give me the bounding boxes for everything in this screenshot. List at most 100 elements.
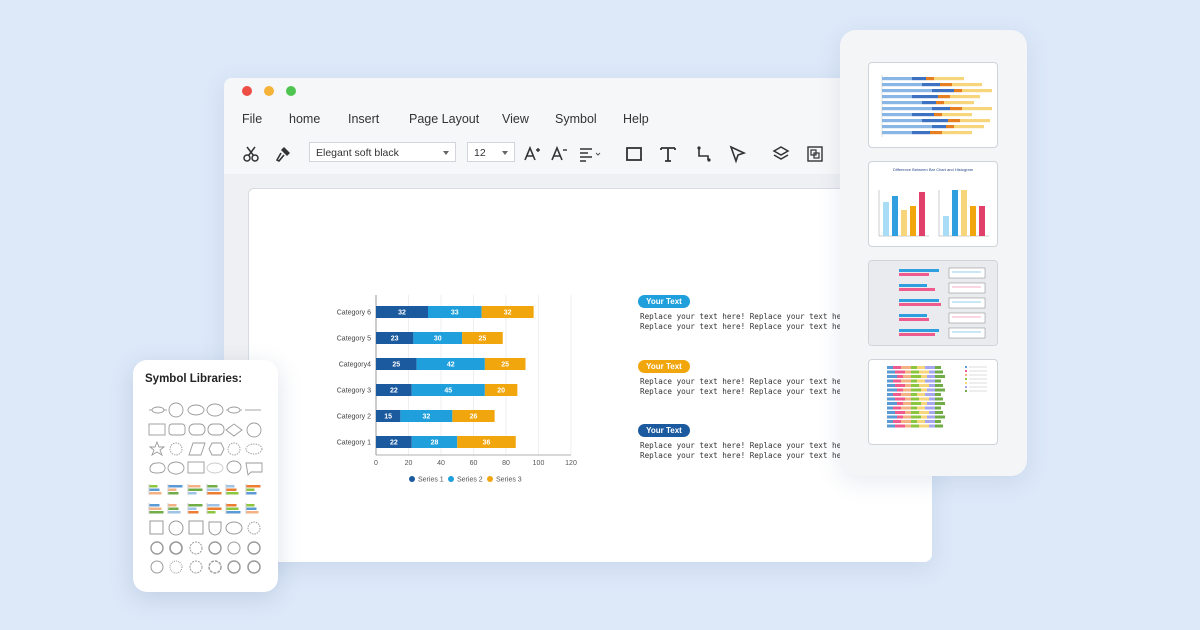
shape-symbol[interactable] [169, 541, 183, 555]
shape-symbol[interactable] [247, 560, 261, 574]
layers-icon[interactable] [771, 144, 791, 164]
template-stacked-bar[interactable] [868, 62, 998, 148]
shape-symbol[interactable] [245, 462, 263, 476]
text-block-line[interactable]: Replace your text here! Replace your tex… [640, 387, 855, 396]
format-painter-icon[interactable] [273, 144, 293, 164]
decrease-font-icon[interactable] [549, 144, 569, 164]
menu-home[interactable]: home [289, 112, 321, 126]
bar-segment[interactable] [428, 306, 482, 318]
template-multi-stacked-bar[interactable] [868, 359, 998, 445]
bar-segment[interactable] [452, 410, 495, 422]
shape-symbol[interactable] [169, 442, 183, 456]
shape-symbol[interactable] [226, 406, 242, 414]
bar-segment[interactable] [376, 410, 401, 422]
bar-segment[interactable] [462, 332, 503, 344]
shape-symbol[interactable] [226, 460, 242, 474]
shape-symbol[interactable] [246, 422, 262, 438]
align-icon[interactable] [577, 144, 603, 164]
chart-symbol-set[interactable] [148, 484, 261, 514]
shape-symbol[interactable] [150, 560, 164, 574]
template-bar-vs-histogram[interactable]: Difference Between Bar Chart and Histogr… [868, 161, 998, 247]
shape-symbol[interactable] [169, 560, 183, 574]
shape-symbol[interactable] [149, 462, 166, 474]
shape-symbol[interactable] [168, 423, 186, 436]
rectangle-icon[interactable] [624, 144, 644, 164]
font-family-select[interactable]: Elegant soft black [309, 142, 456, 162]
shape-symbol[interactable] [189, 541, 203, 555]
bar-segment[interactable] [484, 384, 518, 396]
shape-symbol[interactable] [150, 541, 164, 555]
menu-view[interactable]: View [502, 112, 529, 126]
shape-symbol[interactable] [167, 461, 185, 475]
shape-symbol[interactable] [208, 442, 225, 456]
text-block-line[interactable]: Replace your text here! Replace your tex… [640, 451, 855, 460]
shape-symbol[interactable] [168, 402, 184, 418]
shape-symbol[interactable] [206, 403, 224, 417]
shape-symbol[interactable] [189, 560, 203, 574]
menu-page-layout[interactable]: Page Layout [409, 112, 480, 126]
bar-segment[interactable] [481, 306, 534, 318]
text-icon[interactable] [658, 144, 678, 164]
shape-symbol[interactable] [149, 406, 167, 414]
symbol-grid[interactable] [133, 360, 278, 592]
bar-segment[interactable] [376, 436, 412, 448]
diagram-page[interactable]: 0 20 40 60 80 100 120 Category 1 22 28 36 Category … [248, 188, 932, 562]
close-window-button[interactable] [242, 86, 252, 96]
bar-segment[interactable] [457, 436, 516, 448]
group-icon[interactable] [805, 144, 825, 164]
cut-icon[interactable] [241, 144, 261, 164]
shape-symbol[interactable] [188, 520, 204, 535]
shape-symbol[interactable] [227, 541, 241, 555]
bar-segment[interactable] [400, 410, 453, 422]
shape-symbol[interactable] [148, 440, 166, 457]
shape-symbol[interactable] [208, 541, 222, 555]
text-block-line[interactable]: Replace your text here! Replace your tex… [640, 441, 855, 450]
shape-symbol[interactable] [207, 423, 225, 436]
maximize-window-button[interactable] [286, 86, 296, 96]
shape-symbol[interactable] [188, 423, 206, 436]
shape-symbol[interactable] [208, 560, 222, 574]
text-block-line[interactable]: Replace your text here! Replace your tex… [640, 322, 855, 331]
text-block-line[interactable]: Replace your text here! Replace your tex… [640, 312, 855, 321]
shape-symbol[interactable] [227, 560, 241, 574]
shape-symbol[interactable] [225, 521, 243, 535]
shape-symbol[interactable] [168, 520, 184, 536]
minimize-window-button[interactable] [264, 86, 274, 96]
increase-font-icon[interactable] [522, 144, 542, 164]
stacked-bar-chart[interactable]: 0 20 40 60 80 100 120 Category 1 22 28 36 Category … [249, 189, 649, 509]
shape-symbol[interactable] [187, 404, 205, 416]
menu-insert[interactable]: Insert [348, 112, 380, 126]
shape-symbol[interactable] [188, 442, 206, 456]
shape-symbol[interactable] [208, 521, 222, 536]
shape-symbol[interactable] [227, 442, 241, 456]
connector-icon[interactable] [694, 144, 714, 164]
menu-file[interactable]: File [242, 112, 263, 126]
bar-segment[interactable] [484, 358, 526, 370]
text-block-label[interactable]: Your Text [638, 295, 690, 308]
shape-symbol[interactable] [206, 462, 224, 474]
shape-symbol[interactable] [245, 443, 263, 455]
shape-symbol[interactable] [225, 423, 243, 437]
select-icon[interactable] [727, 144, 747, 164]
shape-symbol[interactable] [149, 520, 164, 535]
text-block-label[interactable]: Your Text [638, 360, 690, 373]
bar-segment[interactable] [376, 358, 417, 370]
shape-symbol[interactable] [148, 423, 166, 436]
menu-symbol[interactable]: Symbol [555, 112, 597, 126]
bar-segment[interactable] [376, 332, 414, 344]
canvas-area[interactable]: 0 20 40 60 80 100 120 Category 1 22 28 36 Category … [224, 174, 932, 562]
text-block-line[interactable]: Replace your text here! Replace your tex… [640, 377, 855, 386]
bar-segment[interactable] [376, 384, 412, 396]
menu-help[interactable]: Help [623, 112, 649, 126]
template-comparison-bar[interactable] [868, 260, 998, 346]
bar-segment[interactable] [411, 384, 485, 396]
shape-symbol[interactable] [187, 461, 205, 474]
shape-symbol[interactable] [247, 541, 261, 555]
bar-segment[interactable] [416, 358, 485, 370]
font-size-select[interactable]: 12 [467, 142, 515, 162]
text-block-label[interactable]: Your Text [638, 424, 690, 437]
bar-segment[interactable] [411, 436, 458, 448]
bar-segment[interactable] [413, 332, 463, 344]
shape-symbol[interactable] [247, 521, 261, 535]
bar-segment[interactable] [376, 306, 428, 318]
